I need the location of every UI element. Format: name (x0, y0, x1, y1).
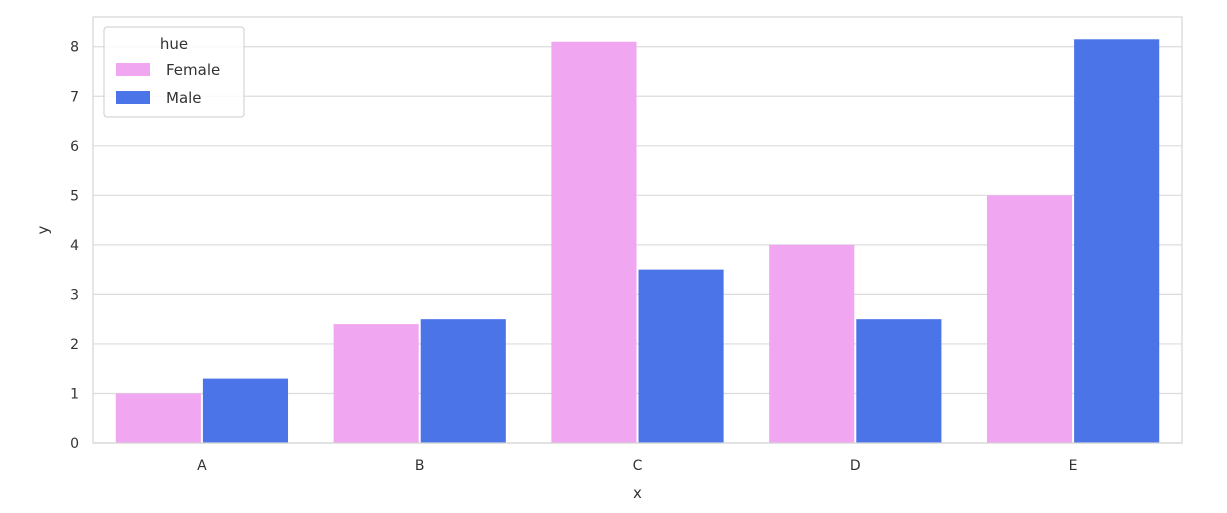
legend-swatch (116, 91, 150, 104)
bar-male-c (638, 269, 724, 443)
bar-female-c (551, 41, 637, 443)
bar-female-d (769, 244, 855, 443)
bar-male-e (1074, 39, 1160, 443)
x-tick-label: A (197, 458, 207, 474)
y-tick-label: 0 (70, 436, 79, 452)
x-tick-label: E (1069, 458, 1078, 474)
y-tick-label: 6 (70, 139, 79, 155)
y-tick-label: 5 (70, 188, 79, 204)
legend-label: Male (166, 89, 202, 107)
y-tick-label: 4 (70, 238, 79, 254)
y-tick-label: 8 (70, 40, 79, 56)
bar-female-b (333, 324, 419, 443)
y-axis-label: y (34, 225, 52, 234)
bar-male-b (420, 319, 506, 443)
legend: hue Female Male (103, 26, 245, 118)
x-tick-labels: A B C D E (197, 458, 1077, 474)
legend-swatch (116, 63, 150, 76)
bar-female-e (986, 195, 1073, 443)
legend-title: hue (160, 35, 188, 53)
bars (115, 39, 1160, 443)
x-tick-label: C (633, 458, 643, 474)
x-tick-label: B (415, 458, 425, 474)
y-tick-label: 2 (70, 337, 79, 353)
bar-male-d (856, 319, 942, 443)
x-tick-label: D (850, 458, 861, 474)
bar-male-a (202, 378, 289, 443)
y-tick-label: 1 (70, 386, 79, 402)
y-tick-labels: 0 1 2 3 4 5 6 7 8 (70, 40, 79, 452)
legend-label: Female (166, 61, 220, 79)
legend-items: Female Male (116, 61, 220, 107)
x-axis-label: x (633, 484, 642, 502)
y-tick-label: 7 (70, 89, 79, 105)
bar-female-a (115, 393, 201, 443)
y-tick-label: 3 (70, 287, 79, 303)
plot-frame (92, 16, 1183, 444)
